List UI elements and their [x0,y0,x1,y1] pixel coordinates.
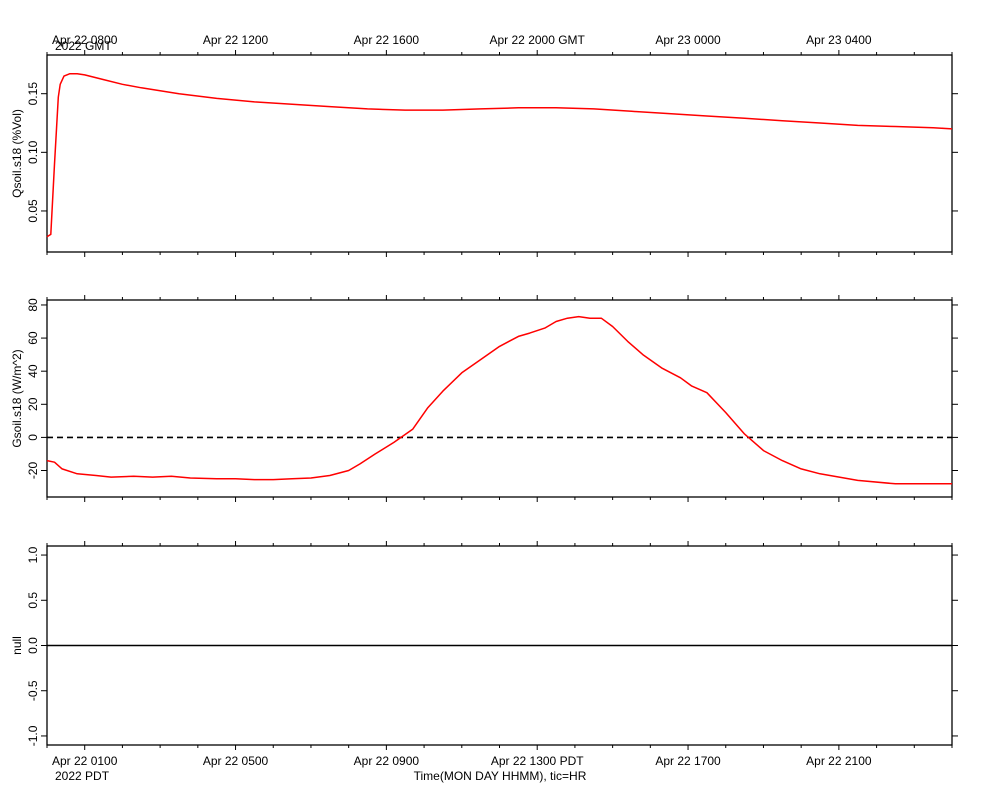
bottom-tick-label: Apr 22 0100 [52,754,118,768]
panel-soil-heat-flux: -20 0 20 40 60 80 Gsoil.s18 (W/m^2) [10,295,958,502]
top-year-label: 2022 GMT [55,39,112,53]
y-tick-label: 0.0 [26,637,40,654]
y-tick-label: -1.0 [26,725,40,746]
top-tick-label: Apr 22 1600 [354,33,420,47]
y-tick-label: 0 [26,434,40,441]
top-tick-label: Apr 22 0800 [52,33,118,47]
y-tick-label: 1.0 [26,546,40,563]
bottom-tick-label: Apr 22 0900 [354,754,420,768]
top-tick-label: Apr 22 1200 [203,33,269,47]
top-tick-label: Apr 23 0400 [806,33,872,47]
y-tick-label: 0.10 [26,140,40,164]
y-axis-label: Qsoil.s18 (%Vol) [10,109,24,198]
top-tick-label: Apr 22 2000 GMT [490,33,586,47]
top-time-axis-gmt: Apr 22 0800 Apr 22 1200 Apr 22 1600 Apr 22 … [52,33,872,53]
y-axis-label: null [10,636,24,655]
y-tick-label: 20 [26,397,40,411]
y-tick-label: 40 [26,364,40,378]
bottom-tick-label: Apr 22 0500 [203,754,269,768]
bottom-tick-label: Apr 22 1700 [655,754,721,768]
top-tick-label: Apr 23 0000 [655,33,721,47]
y-tick-label: 0.15 [26,82,40,106]
y-tick-label: 80 [26,298,40,312]
y-tick-label: -20 [26,462,40,480]
bottom-tick-label: Apr 22 2100 [806,754,872,768]
y-axis-label: Gsoil.s18 (W/m^2) [10,349,24,447]
y-tick-label: 0.05 [26,199,40,223]
plot-frame [46,54,953,253]
panel-null: -1.0 -0.5 0.0 0.5 1.0 null [10,541,958,750]
plot-frame [46,299,953,498]
bottom-year-label: 2022 PDT [55,769,110,783]
y-tick-label: 60 [26,331,40,345]
bottom-tick-label: Apr 22 1300 PDT [491,754,584,768]
series-line [46,73,953,238]
y-tick-label: 0.5 [26,592,40,609]
y-tick-label: -0.5 [26,680,40,701]
bottom-time-axis-pdt: Apr 22 0100 Apr 22 0500 Apr 22 0900 Apr 22 … [52,754,872,783]
series-line [46,315,952,485]
x-axis-label: Time(MON DAY HHMM), tic=HR [414,769,587,783]
